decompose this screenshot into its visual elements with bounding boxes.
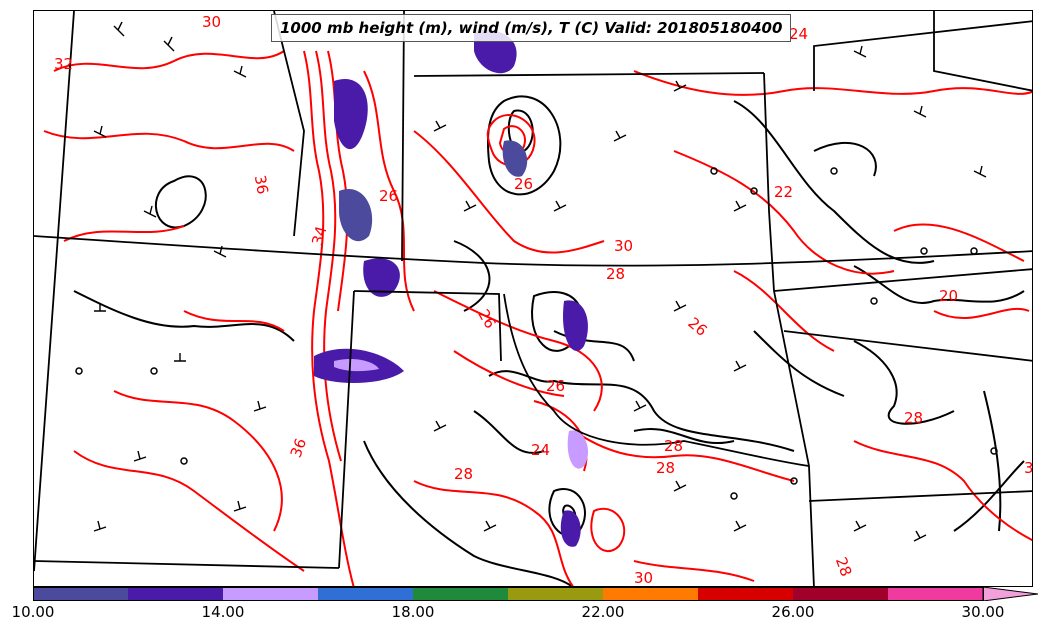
- colorbar-segment: [33, 587, 129, 601]
- map-panel: 30 32 24 36 34 26 28 22 20 36 28 26 26 2…: [33, 10, 1033, 587]
- wind-barbs: [93, 21, 987, 542]
- colorbar-tick-label: 26.00: [771, 603, 815, 621]
- contour-label: 24: [531, 441, 550, 459]
- colorbar: [33, 587, 1038, 601]
- contour-label: 36: [251, 174, 272, 196]
- contour-label: 22: [774, 183, 793, 201]
- colorbar-segment: [223, 587, 319, 601]
- colorbar-outline: [33, 587, 984, 601]
- colorbar-tick-label: 22.00: [581, 603, 625, 621]
- contour-label: 28: [664, 437, 683, 455]
- temperature-contours: [43, 50, 1032, 586]
- precipitation-fill: [314, 30, 589, 547]
- contour-label: 32: [54, 55, 73, 73]
- colorbar-tick-label: 18.00: [391, 603, 435, 621]
- colorbar-segment: [698, 587, 794, 601]
- contour-label: 26: [514, 175, 533, 193]
- colorbar-tick-label: 10.00: [11, 603, 55, 621]
- weather-map: 30 32 24 36 34 26 28 22 20 36 28 26 26 2…: [34, 11, 1033, 587]
- contour-label: 36: [287, 436, 310, 460]
- station-circles: [75, 167, 998, 500]
- contour-label: 30: [614, 237, 633, 255]
- colorbar-segment: [793, 587, 889, 601]
- contour-label: 26: [379, 187, 398, 205]
- height-contours: [73, 95, 1025, 586]
- colorbar-tick-label: 14.00: [201, 603, 245, 621]
- colorbar-extend-arrow: [982, 587, 1038, 601]
- contour-label: 30: [634, 569, 653, 587]
- colorbar-segment: [318, 587, 414, 601]
- colorbar-segment: [508, 587, 604, 601]
- colorbar-segment: [603, 587, 699, 601]
- contour-label: 30: [1024, 459, 1033, 477]
- colorbar-segment: [413, 587, 509, 601]
- colorbar-segments: [33, 587, 984, 601]
- colorbar-tick-label: 30.00: [961, 603, 1005, 621]
- contour-label: 28: [454, 465, 473, 483]
- contour-label: 28: [904, 409, 923, 427]
- state-borders: [34, 11, 1032, 586]
- colorbar-segment: [128, 587, 224, 601]
- contour-label: 30: [202, 13, 221, 31]
- contour-label: 20: [939, 287, 958, 305]
- contour-labels: 30 32 24 36 34 26 28 22 20 36 28 26 26 2…: [54, 13, 1033, 587]
- contour-label: 34: [308, 224, 330, 247]
- contour-label: 28: [656, 459, 675, 477]
- contour-label: 26: [684, 314, 710, 340]
- contour-label: 24: [789, 25, 808, 43]
- contour-label: 28: [606, 265, 625, 283]
- map-title: 1000 mb height (m), wind (m/s), T (C) Va…: [271, 14, 792, 42]
- colorbar-segment: [888, 587, 984, 601]
- contour-label: 28: [832, 555, 855, 579]
- contour-label: 26: [546, 377, 565, 395]
- contour-label: 26: [474, 306, 499, 332]
